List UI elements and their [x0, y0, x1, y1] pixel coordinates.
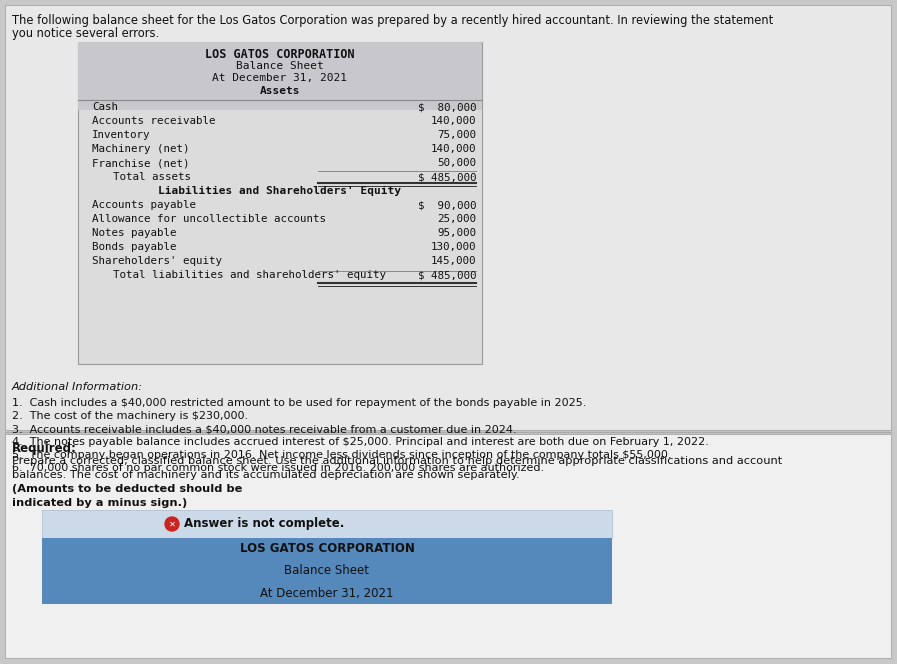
Text: Cash: Cash	[92, 102, 118, 112]
Text: 6.  70,000 shares of no par common stock were issued in 2016. 200,000 shares are: 6. 70,000 shares of no par common stock …	[12, 463, 544, 473]
Text: Shareholders' equity: Shareholders' equity	[92, 256, 222, 266]
Text: 1.  Cash includes a $40,000 restricted amount to be used for repayment of the bo: 1. Cash includes a $40,000 restricted am…	[12, 398, 587, 408]
Text: Total assets: Total assets	[100, 172, 191, 182]
Text: At December 31, 2021: At December 31, 2021	[260, 586, 394, 600]
Text: Additional Information:: Additional Information:	[12, 382, 144, 392]
Text: (Amounts to be deducted should be
indicated by a minus sign.): (Amounts to be deducted should be indica…	[12, 484, 242, 509]
Text: 4.  The notes payable balance includes accrued interest of $25,000. Principal an: 4. The notes payable balance includes ac…	[12, 437, 709, 447]
Text: Bonds payable: Bonds payable	[92, 242, 177, 252]
Text: LOS GATOS CORPORATION: LOS GATOS CORPORATION	[205, 48, 355, 61]
Text: 75,000: 75,000	[437, 130, 476, 140]
Text: Balance Sheet: Balance Sheet	[284, 564, 370, 578]
Text: 140,000: 140,000	[431, 116, 476, 126]
Text: you notice several errors.: you notice several errors.	[12, 27, 159, 40]
Text: Allowance for uncollectible accounts: Allowance for uncollectible accounts	[92, 214, 326, 224]
Text: The following balance sheet for the Los Gatos Corporation was prepared by a rece: The following balance sheet for the Los …	[12, 14, 773, 27]
Text: 25,000: 25,000	[437, 214, 476, 224]
Text: Franchise (net): Franchise (net)	[92, 158, 189, 168]
Text: At December 31, 2021: At December 31, 2021	[213, 73, 347, 83]
FancyBboxPatch shape	[5, 5, 891, 430]
Text: Inventory: Inventory	[92, 130, 151, 140]
Text: Answer is not complete.: Answer is not complete.	[184, 517, 344, 531]
Text: Liabilities and Shareholders' Equity: Liabilities and Shareholders' Equity	[159, 186, 402, 196]
FancyBboxPatch shape	[42, 582, 612, 604]
FancyBboxPatch shape	[42, 538, 612, 560]
Text: $  80,000: $ 80,000	[417, 102, 476, 112]
FancyBboxPatch shape	[42, 560, 612, 582]
Text: Prepare a corrected, classified balance sheet. Use the additional information to: Prepare a corrected, classified balance …	[12, 456, 782, 480]
Text: Notes payable: Notes payable	[92, 228, 177, 238]
Text: $  90,000: $ 90,000	[417, 200, 476, 210]
Text: ✕: ✕	[169, 519, 176, 529]
Text: 140,000: 140,000	[431, 144, 476, 154]
FancyBboxPatch shape	[78, 42, 482, 110]
Circle shape	[165, 517, 179, 531]
Text: 5.  The company began operations in 2016. Net income less dividends since incept: 5. The company began operations in 2016.…	[12, 450, 672, 460]
FancyBboxPatch shape	[5, 434, 891, 658]
Text: 145,000: 145,000	[431, 256, 476, 266]
Text: Accounts payable: Accounts payable	[92, 200, 196, 210]
Text: 2.  The cost of the machinery is $230,000.: 2. The cost of the machinery is $230,000…	[12, 411, 248, 421]
FancyBboxPatch shape	[42, 510, 612, 538]
Text: Balance Sheet: Balance Sheet	[236, 61, 324, 71]
Text: LOS GATOS CORPORATION: LOS GATOS CORPORATION	[239, 542, 414, 556]
Text: $ 485,000: $ 485,000	[417, 172, 476, 182]
Text: $ 485,000: $ 485,000	[417, 270, 476, 280]
Text: Machinery (net): Machinery (net)	[92, 144, 189, 154]
Text: Total liabilities and shareholders' equity: Total liabilities and shareholders' equi…	[100, 270, 386, 280]
Text: Accounts receivable: Accounts receivable	[92, 116, 215, 126]
Text: Required:: Required:	[12, 442, 77, 455]
Text: 50,000: 50,000	[437, 158, 476, 168]
FancyBboxPatch shape	[78, 42, 482, 364]
Text: Assets: Assets	[260, 86, 300, 96]
Text: 3.  Accounts receivable includes a $40,000 notes receivable from a customer due : 3. Accounts receivable includes a $40,00…	[12, 424, 517, 434]
Text: 130,000: 130,000	[431, 242, 476, 252]
Text: 95,000: 95,000	[437, 228, 476, 238]
